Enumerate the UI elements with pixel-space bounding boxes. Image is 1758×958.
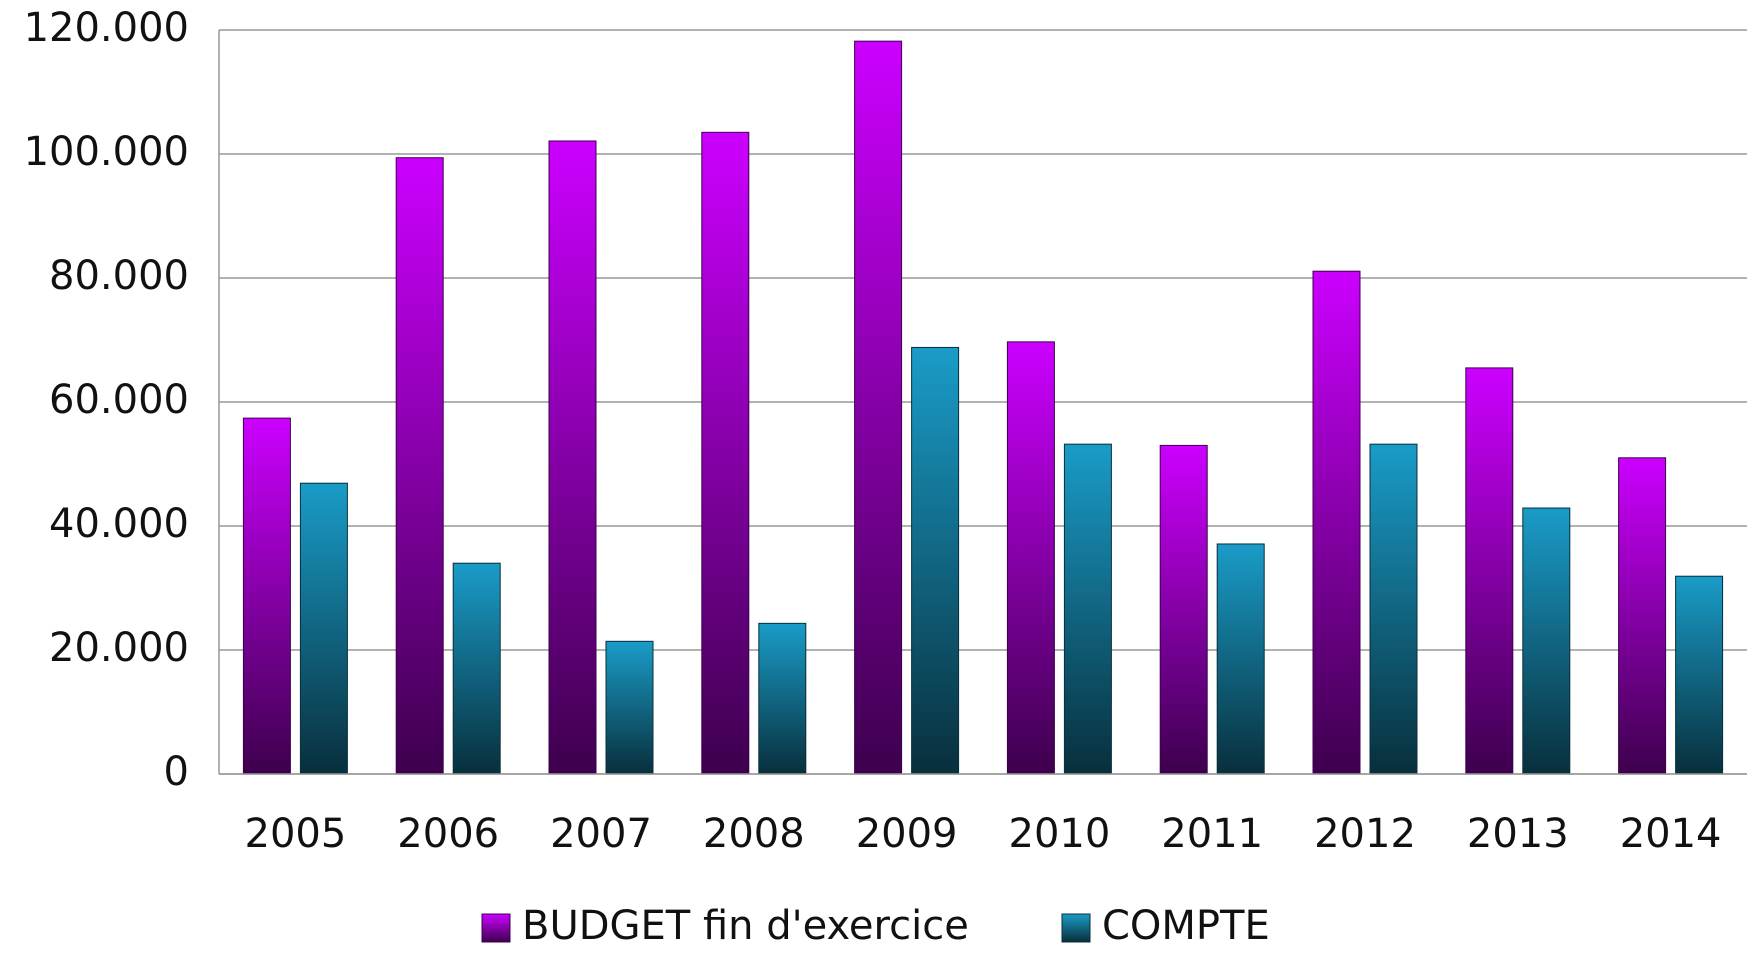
bar	[1063, 443, 1112, 775]
x-tick-label: 2012	[1314, 811, 1416, 857]
bar	[854, 40, 903, 775]
y-tick-label: 100.000	[24, 129, 189, 175]
bar	[299, 482, 348, 775]
bar	[1006, 341, 1055, 775]
bar	[452, 562, 501, 775]
bar	[1522, 507, 1571, 775]
y-tick-label: 0	[164, 749, 189, 795]
legend-label: BUDGET fin d'exercice	[522, 903, 969, 949]
x-tick-label: 2008	[703, 811, 805, 857]
bar	[1159, 444, 1208, 775]
bar	[758, 622, 807, 775]
x-tick-label: 2005	[245, 811, 347, 857]
bar	[1618, 457, 1667, 775]
y-tick-label: 60.000	[49, 377, 189, 423]
y-tick-label: 80.000	[49, 253, 189, 299]
bar	[1675, 575, 1724, 775]
bar	[1369, 443, 1418, 775]
bar	[1312, 270, 1361, 775]
legend-swatch	[481, 913, 511, 943]
y-tick-label: 120.000	[24, 5, 189, 51]
bar	[1465, 367, 1514, 775]
bar	[1216, 543, 1265, 775]
x-tick-label: 2006	[397, 811, 499, 857]
x-tick-label: 2007	[550, 811, 652, 857]
x-tick-label: 2013	[1467, 811, 1569, 857]
x-tick-label: 2014	[1620, 811, 1722, 857]
y-tick-label: 40.000	[49, 501, 189, 547]
legend-label: COMPTE	[1102, 903, 1270, 949]
x-tick-label: 2010	[1009, 811, 1111, 857]
bar	[395, 157, 444, 775]
bar	[242, 417, 291, 775]
legend-swatch	[1061, 913, 1091, 943]
bar	[548, 140, 597, 775]
y-tick-label: 20.000	[49, 625, 189, 671]
x-tick-label: 2009	[856, 811, 958, 857]
x-tick-label: 2011	[1161, 811, 1263, 857]
bar	[605, 640, 654, 775]
bar	[701, 131, 750, 775]
bar	[911, 346, 960, 775]
